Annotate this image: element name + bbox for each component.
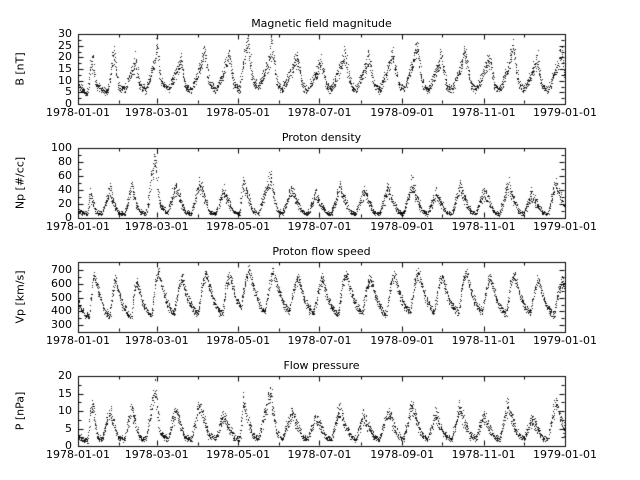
panel-magnetic-field-magnitude: Magnetic field magnitude B [nT] 1978-01-…: [0, 14, 640, 128]
x-tick-label: 1978-01-01: [46, 448, 110, 461]
y-tick-label: 0: [65, 211, 72, 224]
panel-title-flow-pressure: Flow pressure: [283, 359, 360, 372]
y-tick-label: 20: [58, 50, 72, 64]
x-tick-label: 1979-01-01: [533, 334, 597, 347]
panel-title-proton-density: Proton density: [281, 131, 362, 144]
x-tick-label: 1978-07-01: [287, 334, 352, 347]
y-tick-label: 80: [58, 155, 72, 168]
y-tick-label: 0: [65, 97, 72, 110]
x-tick-label: 1978-07-01: [287, 106, 352, 119]
y-tick-label: 400: [51, 304, 72, 318]
x-tick-label: 1978-11-01: [451, 106, 516, 119]
y-tick-label: 10: [58, 73, 72, 87]
y-tick-label: 15: [58, 62, 72, 75]
plot-canvas-flow-pressure: [0, 356, 640, 470]
y-tick-label: 20: [58, 197, 72, 210]
y-tick-label: 10: [58, 404, 72, 417]
y-tick-label: 500: [51, 290, 72, 304]
y-tick-label: 0: [65, 439, 72, 452]
panel-flow-pressure: Flow pressure P [nPa] 1978-01-01 1978-03-…: [0, 356, 640, 470]
x-tick-label: 1978-03-01: [124, 106, 189, 119]
x-tick-label: 1978-09-01: [370, 448, 435, 461]
panel-proton-flow-speed: Proton flow speed Vp [km/s] 1978-01-01 19…: [0, 242, 640, 356]
x-tick-label: 1978-03-01: [124, 448, 189, 461]
x-tick-label: 1978-07-01: [287, 448, 352, 461]
x-tick-label: 1978-01-01: [46, 106, 110, 119]
y-tick-label: 30: [58, 27, 72, 40]
plot-canvas-proton-density: [0, 128, 640, 242]
x-tick-label: 1979-01-01: [533, 220, 597, 233]
x-tick-label: 1978-03-01: [124, 334, 189, 347]
x-tick-label: 1979-01-01: [533, 448, 597, 461]
plot-canvas-proton-flow-speed: [0, 242, 640, 356]
panel-title-magnetic-field: Magnetic field magnitude: [251, 17, 392, 30]
x-tick-label: 1978-09-01: [370, 106, 435, 119]
x-tick-label: 1978-01-01: [46, 220, 110, 233]
plot-canvas-magnetic-field: [0, 14, 640, 128]
y-tick-label: 5: [65, 421, 72, 435]
x-tick-label: 1979-01-01: [533, 106, 597, 119]
y-tick-label: 20: [58, 369, 72, 382]
y-tick-label: 600: [51, 276, 72, 290]
x-tick-label: 1978-01-01: [46, 334, 110, 347]
x-tick-label: 1978-05-01: [206, 448, 271, 461]
y-tick-label: 40: [58, 183, 72, 196]
x-tick-label: 1978-11-01: [451, 220, 516, 233]
x-tick-label: 1978-05-01: [206, 220, 271, 233]
x-tick-label: 1978-11-01: [451, 448, 516, 461]
y-tick-label: 100: [51, 141, 72, 154]
y-tick-label: 300: [51, 318, 72, 332]
panel-proton-density: Proton density Np [#/cc] 1978-01-01 1978-…: [0, 128, 640, 242]
x-tick-label: 1978-05-01: [206, 106, 271, 119]
x-tick-label: 1978-11-01: [451, 334, 516, 347]
y-tick-label: 5: [65, 85, 72, 99]
y-tick-label: 60: [58, 169, 72, 182]
panel-title-proton-flow-speed: Proton flow speed: [272, 245, 371, 258]
x-tick-label: 1978-05-01: [206, 334, 271, 347]
x-tick-label: 1978-07-01: [287, 220, 352, 233]
solar-wind-figure: Magnetic field magnitude B [nT] 1978-01-…: [0, 14, 640, 470]
y-tick-label: 25: [58, 38, 72, 52]
x-tick-label: 1978-09-01: [370, 220, 435, 233]
y-tick-label: 15: [58, 386, 72, 400]
x-tick-label: 1978-03-01: [124, 220, 189, 233]
x-tick-label: 1978-09-01: [370, 334, 435, 347]
y-tick-label: 700: [51, 263, 72, 277]
